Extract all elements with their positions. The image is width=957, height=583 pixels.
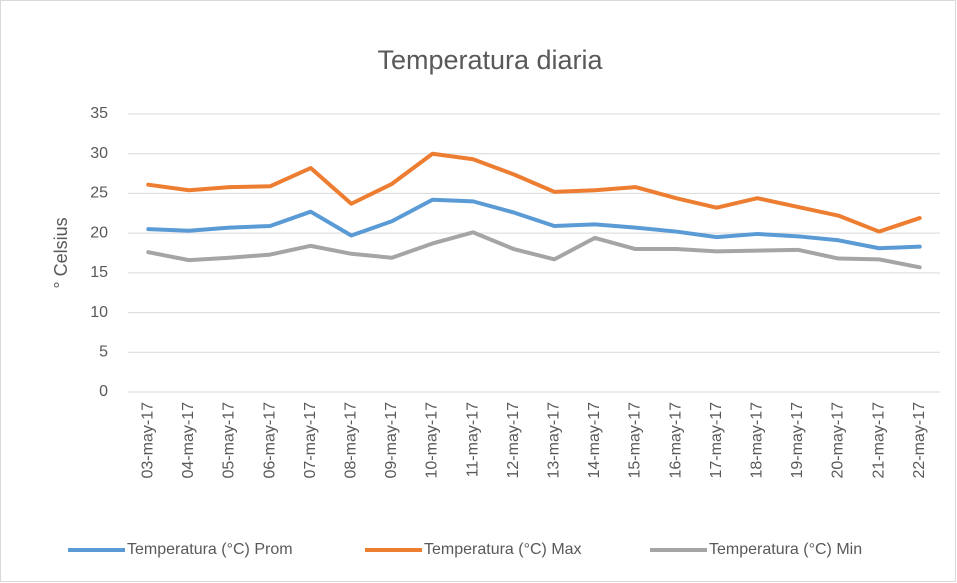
x-tick-label: 22-may-17: [911, 402, 928, 479]
x-tick-label: 20-may-17: [830, 402, 847, 479]
y-tick-label: 35: [90, 105, 108, 122]
y-tick-label: 10: [90, 304, 108, 321]
x-tick-label: 11-may-17: [464, 402, 481, 477]
x-tick-label: 12-may-17: [505, 402, 522, 479]
x-tick-label: 10-may-17: [424, 402, 441, 479]
chart-title: Temperatura diaria: [377, 45, 603, 75]
legend-label: Temperatura (°C) Max: [424, 541, 582, 558]
y-tick-label: 0: [99, 383, 108, 400]
x-tick-label: 18-may-17: [749, 402, 766, 479]
x-tick-label: 07-may-17: [302, 402, 319, 479]
x-tick-label: 08-may-17: [343, 402, 360, 479]
x-tick-label: 16-may-17: [667, 402, 684, 479]
x-tick-label: 14-may-17: [586, 402, 603, 479]
x-tick-label: 06-may-17: [261, 402, 278, 479]
y-tick-label: 30: [90, 145, 108, 162]
series-line: [146, 151, 922, 234]
legend-label: Temperatura (°C) Prom: [127, 541, 293, 558]
x-tick-label: 17-may-17: [708, 402, 725, 479]
x-tick-label: 04-may-17: [180, 402, 197, 479]
y-tick-label: 5: [99, 344, 108, 361]
x-tick-label: 09-may-17: [383, 402, 400, 479]
x-tick-label: 13-may-17: [546, 402, 563, 479]
y-axis-label: ° Celsius: [51, 217, 71, 288]
x-tick-label: 15-may-17: [627, 402, 644, 479]
x-tick-label: 21-may-17: [870, 402, 887, 479]
x-tick-label: 19-may-17: [789, 402, 806, 479]
x-tick-label: 03-may-17: [140, 402, 157, 479]
legend-label: Temperatura (°C) Min: [709, 541, 862, 558]
series-line: [146, 230, 922, 270]
y-tick-label: 20: [90, 224, 108, 241]
x-tick-label: 05-may-17: [221, 402, 238, 479]
y-tick-label: 15: [90, 264, 108, 281]
series-line: [146, 197, 922, 251]
y-tick-label: 25: [90, 185, 108, 202]
